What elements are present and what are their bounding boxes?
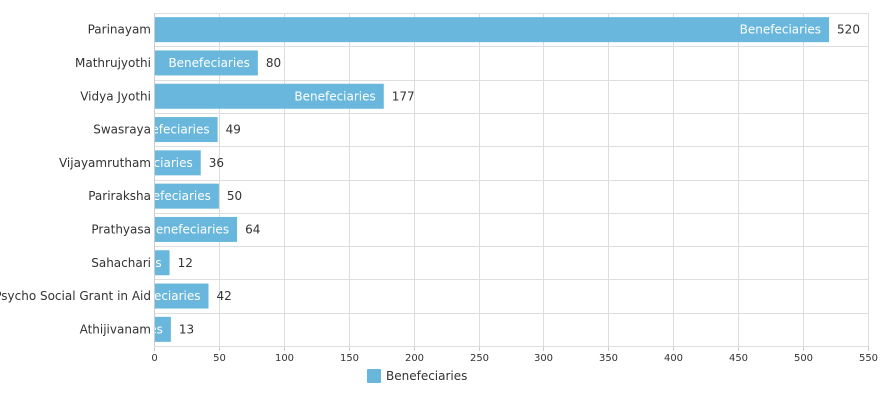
category-label: Sahachari: [91, 256, 151, 270]
bar-series-label: Benefeciaries: [128, 123, 209, 137]
category-label: Vidya Jyothi: [80, 89, 151, 103]
bar-series-label: Benefeciaries: [168, 56, 249, 70]
legend[interactable]: Benefeciaries: [367, 369, 467, 383]
data-label: 80: [266, 56, 281, 70]
bar[interactable]: [155, 50, 258, 76]
legend-swatch[interactable]: [367, 369, 381, 383]
category-label: Psycho Social Grant in Aid: [0, 289, 151, 303]
x-tick-label: 500: [794, 353, 813, 364]
data-label: 64: [245, 222, 260, 236]
data-label: 49: [226, 123, 241, 137]
data-label: 177: [392, 89, 415, 103]
x-tick-label: 400: [664, 353, 683, 364]
x-tick-label: 300: [534, 353, 553, 364]
x-tick-label: 100: [275, 353, 294, 364]
category-label: Athijivanam: [80, 322, 151, 336]
bar-series-label: Benefeciaries: [80, 256, 161, 270]
bars: [155, 17, 830, 342]
data-label: 12: [178, 256, 193, 270]
bar-series-label: Benefeciaries: [294, 89, 375, 103]
x-tick-label: 150: [340, 353, 359, 364]
category-label: Swasraya: [93, 123, 151, 137]
data-label: 520: [837, 23, 860, 37]
data-label: 36: [209, 156, 224, 170]
legend-label[interactable]: Benefeciaries: [386, 369, 467, 383]
bar-series-label: Benefeciaries: [81, 322, 162, 336]
category-label: Vijayamrutham: [59, 156, 151, 170]
bar-series-label: Benefeciaries: [111, 156, 192, 170]
bar[interactable]: [155, 183, 219, 209]
category-label: Prathyasa: [91, 222, 151, 236]
bar-series-label: Benefeciaries: [119, 289, 200, 303]
bar[interactable]: [155, 150, 201, 176]
data-label: 13: [179, 322, 194, 336]
x-tick-label: 250: [470, 353, 489, 364]
category-label: Parinayam: [88, 23, 151, 37]
bar[interactable]: [155, 250, 170, 276]
bar-series-label: Benefeciaries: [148, 222, 229, 236]
x-tick-label: 200: [405, 353, 424, 364]
x-tick-label: 450: [729, 353, 748, 364]
bar[interactable]: [155, 283, 209, 309]
bar[interactable]: [155, 83, 384, 109]
x-tick-label: 50: [213, 353, 226, 364]
bar[interactable]: [155, 17, 830, 43]
bar[interactable]: [155, 117, 218, 143]
bar[interactable]: [155, 316, 171, 342]
category-label: Mathrujyothi: [75, 56, 151, 70]
bar-series-label: Benefeciaries: [740, 23, 821, 37]
bar-series-label: Benefeciaries: [130, 189, 211, 203]
gridlines: [154, 13, 869, 351]
bar[interactable]: [155, 216, 238, 242]
data-label: 50: [227, 189, 242, 203]
x-tick-label: 0: [151, 353, 157, 364]
labels: 0 50 100 150 200 250 300 350 400 450 500 550 Parinay…: [0, 23, 878, 364]
category-label: Pariraksha: [88, 189, 151, 203]
x-tick-label: 550: [859, 353, 878, 364]
data-label: 42: [217, 289, 232, 303]
x-tick-label: 350: [599, 353, 618, 364]
